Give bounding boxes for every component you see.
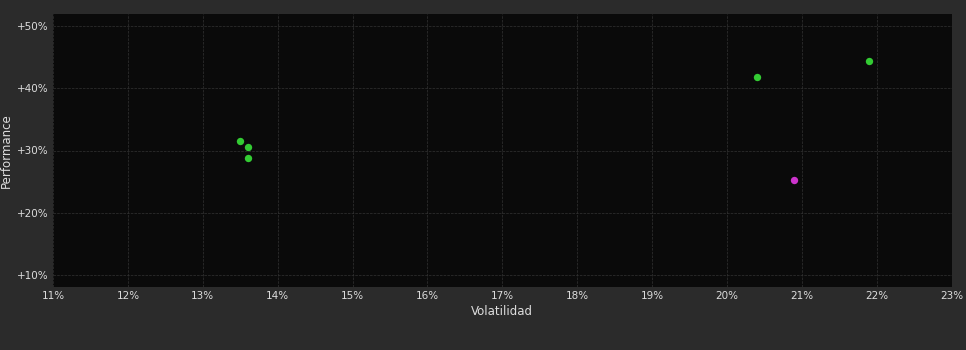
- X-axis label: Volatilidad: Volatilidad: [471, 305, 533, 318]
- Point: [786, 177, 802, 183]
- Point: [241, 144, 256, 149]
- Y-axis label: Performance: Performance: [0, 113, 14, 188]
- Point: [749, 75, 764, 80]
- Point: [862, 58, 877, 64]
- Point: [233, 138, 248, 144]
- Point: [241, 155, 256, 161]
